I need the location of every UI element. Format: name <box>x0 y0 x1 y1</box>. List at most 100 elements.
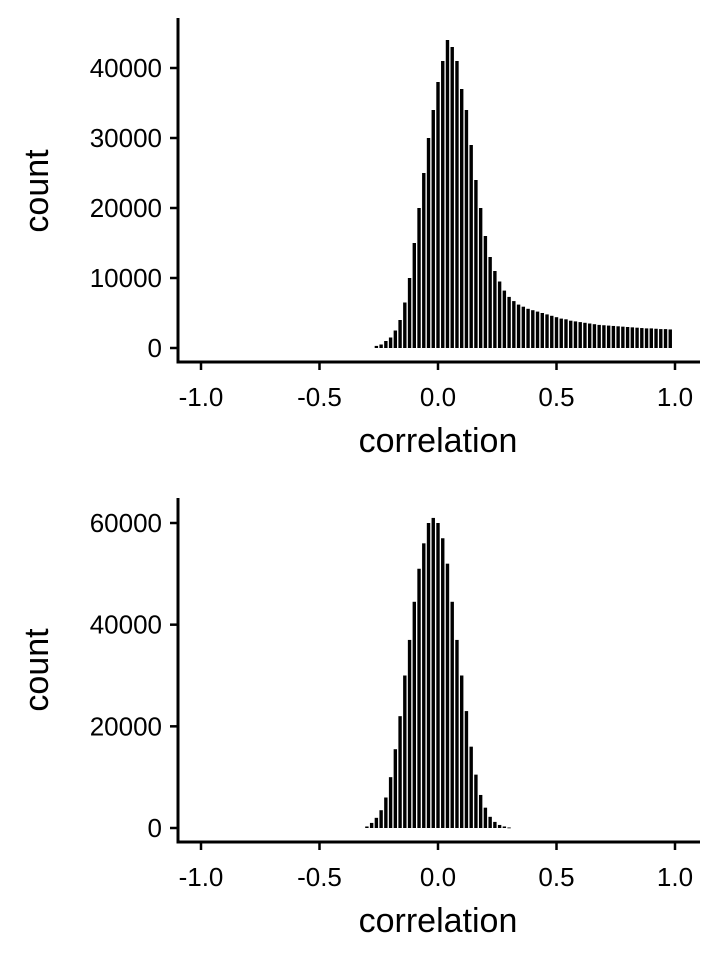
histogram-bar <box>412 601 416 828</box>
x-axis-title-top: correlation <box>359 422 518 460</box>
histogram-bar <box>445 563 450 828</box>
x-tick-label: 0.0 <box>420 382 456 412</box>
histogram-bar <box>488 816 492 828</box>
x-tick-label: -0.5 <box>297 382 342 412</box>
histogram-bar <box>379 344 383 348</box>
histogram-bar <box>516 304 521 348</box>
histogram-bar <box>668 329 672 348</box>
x-ticks-top: -1.0 -0.5 0.0 0.5 1.0 <box>179 362 693 412</box>
histogram-bar <box>450 601 454 828</box>
histogram-bar <box>602 325 606 348</box>
histogram-bar <box>417 568 421 828</box>
histogram-bar <box>393 330 398 348</box>
histogram-bar <box>407 278 412 348</box>
histogram-bar <box>497 281 502 348</box>
y-ticks-top: 0 10000 20000 30000 40000 <box>90 53 178 363</box>
histogram-bar <box>587 323 592 348</box>
histogram-bar <box>663 329 668 348</box>
histogram-bar <box>507 827 511 829</box>
x-tick-label: 0.0 <box>420 862 456 892</box>
histogram-bar <box>578 322 582 348</box>
histogram-bar <box>365 826 369 828</box>
histogram-bar <box>450 47 454 348</box>
y-tick-label: 20000 <box>90 193 162 223</box>
histogram-bar <box>493 821 497 828</box>
histogram-bar <box>388 777 393 828</box>
histogram-bar <box>455 639 459 828</box>
histogram-bar <box>630 327 635 348</box>
y-axis-title-top: count <box>18 149 56 233</box>
histogram-bar <box>422 173 426 348</box>
histogram-bar <box>403 302 407 348</box>
histogram-bar <box>374 345 379 348</box>
histogram-bar <box>644 328 649 348</box>
histogram-bar <box>554 317 559 348</box>
histogram-bar <box>616 326 620 348</box>
x-tick-label: -0.5 <box>297 862 342 892</box>
histogram-bar <box>426 138 431 348</box>
histogram-bar <box>403 675 407 828</box>
histogram-bar <box>545 314 549 348</box>
histogram-bar <box>431 110 435 348</box>
histogram-bar <box>460 89 464 348</box>
histogram-bar <box>384 341 388 348</box>
histogram-bar <box>426 523 431 828</box>
histogram-bar <box>493 271 497 348</box>
histogram-bar <box>606 325 611 348</box>
histogram-bar <box>379 810 383 828</box>
histogram-bar <box>384 797 388 828</box>
histogram-bar <box>436 82 440 348</box>
histogram-bar <box>592 324 597 348</box>
x-tick-label: 0.5 <box>538 382 574 412</box>
histogram-bar <box>374 817 379 828</box>
y-tick-label: 0 <box>148 333 162 363</box>
bars-bottom <box>365 517 511 829</box>
histogram-bar <box>531 310 535 348</box>
bars-top <box>374 40 672 348</box>
histogram-bar <box>535 311 540 348</box>
histogram-bar <box>441 538 445 828</box>
histogram-bar <box>488 257 492 348</box>
y-ticks-bottom: 0 20000 40000 60000 <box>90 508 178 843</box>
histogram-bar <box>464 110 469 348</box>
histogram-bar <box>441 61 445 348</box>
y-axis-title-bottom: count <box>18 628 56 712</box>
histogram-bar <box>521 306 526 348</box>
histogram-bar <box>564 319 568 348</box>
histogram-bar <box>502 826 507 828</box>
histogram-bar <box>478 208 483 348</box>
histogram-bar <box>497 824 502 828</box>
histogram-bar <box>445 40 450 348</box>
histogram-bar <box>398 320 402 348</box>
histogram-bar <box>469 746 473 828</box>
histogram-bar <box>659 329 663 348</box>
histogram-bar <box>478 794 483 828</box>
histogram-bar <box>573 321 578 348</box>
histogram-bar <box>460 675 464 828</box>
x-tick-label: 1.0 <box>657 862 693 892</box>
histogram-bar <box>507 296 511 348</box>
histogram-bar <box>398 716 402 828</box>
x-ticks-bottom: -1.0 -0.5 0.0 0.5 1.0 <box>179 842 693 892</box>
x-axis-title-bottom: correlation <box>359 902 518 940</box>
y-tick-label: 40000 <box>90 53 162 83</box>
histogram-bar <box>583 322 587 348</box>
histogram-bar <box>455 61 459 348</box>
histogram-bar <box>393 749 398 828</box>
histogram-bar <box>422 543 426 828</box>
histogram-bar <box>512 301 516 348</box>
x-tick-label: 1.0 <box>657 382 693 412</box>
histogram-bar <box>559 318 563 348</box>
histogram-bar <box>502 290 507 348</box>
histogram-bar <box>474 180 478 348</box>
histogram-bar <box>654 328 658 348</box>
x-tick-label: -1.0 <box>179 862 224 892</box>
histogram-bar <box>417 208 421 348</box>
y-tick-label: 40000 <box>90 610 162 640</box>
histogram-bar <box>635 327 639 348</box>
histogram-bar <box>436 523 440 828</box>
y-tick-label: 30000 <box>90 123 162 153</box>
y-tick-label: 0 <box>148 813 162 843</box>
y-tick-label: 60000 <box>90 508 162 538</box>
